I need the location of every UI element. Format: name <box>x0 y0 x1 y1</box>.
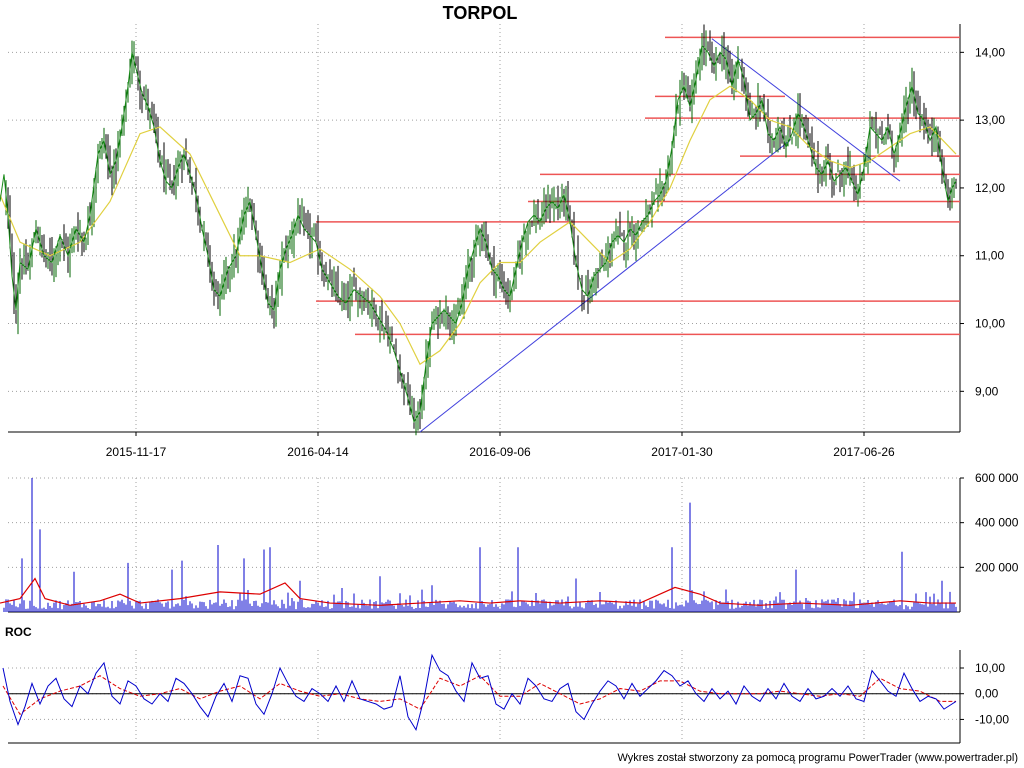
volume-y-tick-label: 600 000 <box>975 471 1019 485</box>
roc-y-tick-label: 10,00 <box>975 661 1005 675</box>
price-y-tick-label: 12,00 <box>975 181 1005 195</box>
trendline <box>419 140 791 433</box>
x-tick-label: 2016-04-14 <box>287 445 349 459</box>
roc-title: ROC <box>5 625 32 639</box>
roc-y-tick-label: 0,00 <box>975 687 999 701</box>
chart-title: TORPOL <box>443 3 518 23</box>
x-tick-label: 2017-01-30 <box>651 445 713 459</box>
x-tick-label: 2015-11-17 <box>106 445 167 459</box>
price-y-tick-label: 11,00 <box>975 249 1004 263</box>
roc-y-tick-label: -10,00 <box>975 712 1009 726</box>
roc-panel: ROC -10,00 0,00 10,00 <box>2 625 1009 744</box>
volume-panel: 200 000 400 000 600 000 <box>0 471 1019 613</box>
x-tick-label: 2017-06-26 <box>833 445 895 459</box>
volume-y-tick-label: 200 000 <box>975 560 1019 574</box>
price-y-tick-label: 10,00 <box>975 317 1005 331</box>
footer-credit: Wykres został stworzony za pomocą progra… <box>617 752 1018 764</box>
price-y-tick-label: 14,00 <box>975 45 1005 59</box>
price-panel: 9,00 10,00 11,00 12,00 13,00 14,00 2015-11-17 2… <box>0 24 1005 459</box>
close-price-line <box>0 44 957 424</box>
price-y-tick-label: 13,00 <box>975 113 1005 127</box>
x-tick-label: 2016-09-06 <box>469 445 531 459</box>
volume-y-tick-label: 400 000 <box>975 516 1019 530</box>
volume-average-line <box>0 577 956 606</box>
roc-line <box>2 653 957 731</box>
trendline <box>711 38 901 182</box>
price-y-tick-label: 9,00 <box>975 384 999 398</box>
